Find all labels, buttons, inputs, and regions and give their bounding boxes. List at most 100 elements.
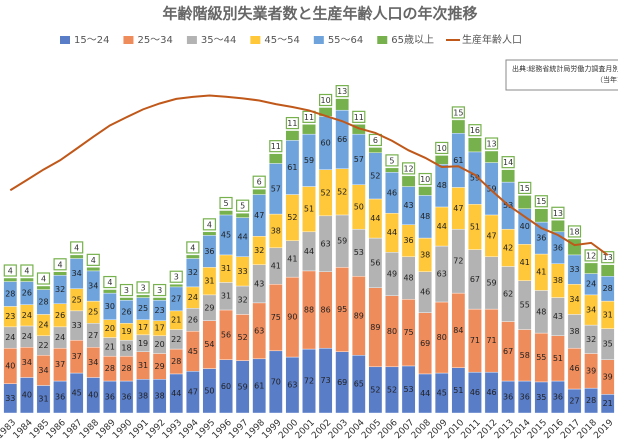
legend-label: 65歳以上: [391, 34, 434, 46]
data-label: 30: [105, 302, 115, 311]
data-label: 38: [155, 392, 165, 401]
data-label: 67: [503, 347, 513, 356]
data-label: 32: [188, 268, 198, 277]
data-label: 31: [603, 310, 613, 319]
data-label: 28: [121, 364, 131, 373]
data-label: 62: [503, 289, 513, 298]
data-label: 61: [453, 156, 463, 165]
data-label: 40: [5, 361, 15, 370]
data-label: 90: [287, 313, 297, 322]
data-label: 10: [420, 175, 430, 184]
data-label: 29: [155, 362, 165, 371]
label-box: [219, 196, 233, 210]
data-label: 20: [105, 324, 115, 333]
data-label: 31: [138, 361, 148, 370]
data-label: 41: [520, 258, 530, 267]
legend-swatch: [377, 36, 388, 44]
label-box: [451, 106, 465, 119]
data-label: 36: [105, 393, 115, 402]
data-label: 63: [437, 270, 447, 279]
annotation: （当年1: [596, 75, 618, 84]
data-label: 3: [124, 286, 129, 295]
label-box: [601, 251, 615, 264]
data-label: 26: [188, 315, 198, 324]
data-label: 26: [55, 311, 65, 320]
data-label: 55: [520, 301, 530, 310]
data-label: 31: [221, 264, 231, 273]
data-label: 38: [138, 392, 148, 401]
x-tick-label: 2019: [592, 418, 615, 440]
label-box: [236, 199, 250, 212]
data-label: 41: [287, 254, 297, 263]
data-label: 89: [354, 311, 364, 320]
legend-swatch: [186, 36, 197, 44]
data-label: 66: [337, 135, 347, 144]
label-box: [285, 116, 300, 130]
label-box: [501, 156, 515, 169]
data-label: 63: [287, 381, 297, 390]
label-box: [202, 218, 217, 231]
data-label: 6: [373, 136, 378, 145]
data-label: 71: [470, 336, 480, 345]
legend-swatch: [60, 36, 70, 44]
data-label: 59: [486, 184, 496, 193]
data-label: 41: [536, 268, 546, 277]
data-label: 63: [321, 239, 331, 248]
data-label: 44: [387, 228, 397, 237]
data-label: 33: [5, 394, 15, 403]
data-label: 36: [403, 236, 413, 245]
label-box: [103, 275, 117, 289]
data-label: 38: [271, 226, 281, 235]
data-label: 52: [370, 385, 380, 394]
data-label: 28: [171, 357, 181, 366]
bar-segment: [302, 124, 316, 135]
data-label: 28: [105, 364, 115, 373]
data-label: 31: [221, 292, 231, 301]
data-label: 43: [254, 279, 264, 288]
bar-segment: [185, 254, 200, 259]
bar-segment: [3, 277, 18, 282]
data-label: 35: [536, 393, 546, 402]
bar-segment: [169, 284, 184, 288]
label-box: [368, 133, 382, 147]
data-label: 4: [207, 220, 212, 229]
bar-segment: [285, 130, 300, 141]
data-label: 24: [55, 333, 65, 342]
data-label: 34: [569, 295, 579, 304]
label-box: [70, 241, 84, 254]
data-label: 36: [553, 393, 563, 402]
data-label: 15: [520, 184, 530, 193]
data-label: 70: [271, 377, 281, 386]
data-label: 15: [536, 197, 546, 206]
data-label: 34: [586, 305, 596, 314]
data-label: 86: [321, 305, 331, 314]
legend-swatch: [313, 36, 324, 44]
data-label: 41: [271, 262, 281, 271]
data-label: 48: [437, 181, 447, 190]
data-label: 19: [138, 339, 148, 348]
data-label: 52: [321, 188, 331, 197]
data-label: 57: [354, 155, 364, 164]
data-label: 32: [55, 285, 65, 294]
data-label: 25: [72, 295, 82, 304]
label-box: [86, 253, 100, 266]
data-label: 11: [271, 142, 281, 151]
data-label: 4: [74, 243, 79, 252]
data-label: 38: [553, 276, 563, 285]
data-label: 33: [72, 321, 82, 330]
data-label: 4: [58, 260, 63, 269]
data-label: 6: [257, 178, 262, 187]
label-box: [484, 137, 499, 150]
data-label: 43: [403, 201, 413, 210]
data-label: 28: [586, 396, 596, 405]
data-label: 28: [38, 297, 48, 306]
label-box: [318, 93, 333, 107]
data-label: 58: [520, 351, 530, 360]
label-box: [567, 225, 582, 238]
label-box: [269, 140, 283, 153]
data-label: 4: [190, 243, 195, 252]
data-label: 36: [520, 393, 530, 402]
data-label: 11: [304, 113, 314, 122]
data-label: 52: [370, 171, 380, 180]
data-label: 75: [271, 313, 281, 322]
